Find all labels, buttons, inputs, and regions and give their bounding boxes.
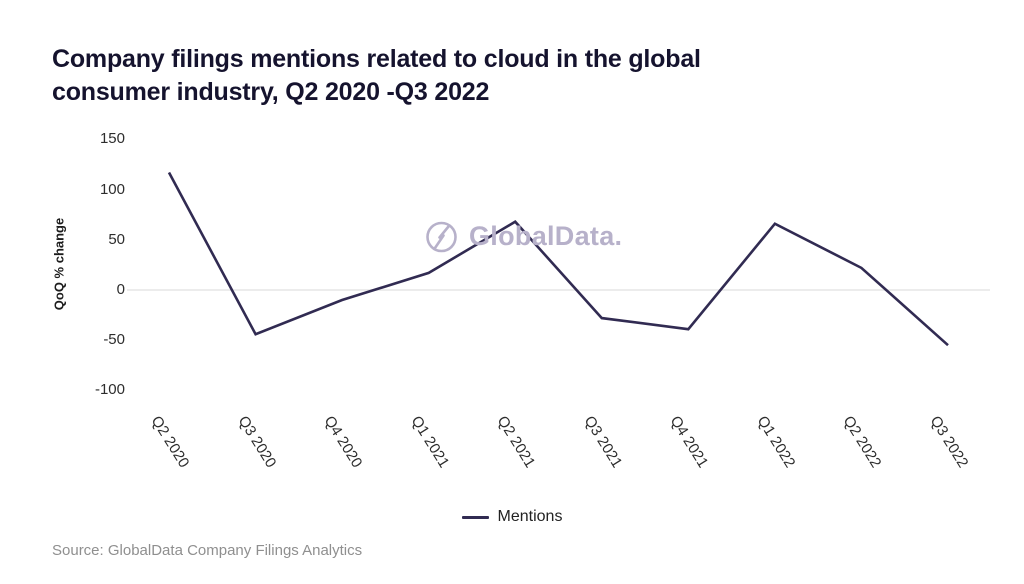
legend-item-mentions: Mentions [461, 508, 563, 526]
y-tick-label: -100 [94, 381, 125, 399]
legend-label: Mentions [497, 508, 563, 525]
y-tick-label: 50 [108, 230, 125, 248]
chart-title-line-1: Company filings mentions related to clou… [52, 44, 701, 73]
legend-line-swatch [461, 515, 489, 519]
y-tick-label: 150 [99, 130, 125, 148]
source-attribution: Source: GlobalData Company Filings Analy… [52, 542, 363, 559]
series-line-mentions [167, 171, 949, 347]
y-tick-label: -50 [103, 331, 125, 349]
y-tick-label: 0 [116, 281, 125, 298]
chart-title: Company filings mentions related to clou… [52, 43, 912, 109]
chart-legend: Mentions [0, 508, 1024, 526]
y-tick-label: 100 [99, 180, 125, 198]
chart-title-line-2: consumer industry, Q2 2020 -Q3 2022 [52, 77, 490, 106]
